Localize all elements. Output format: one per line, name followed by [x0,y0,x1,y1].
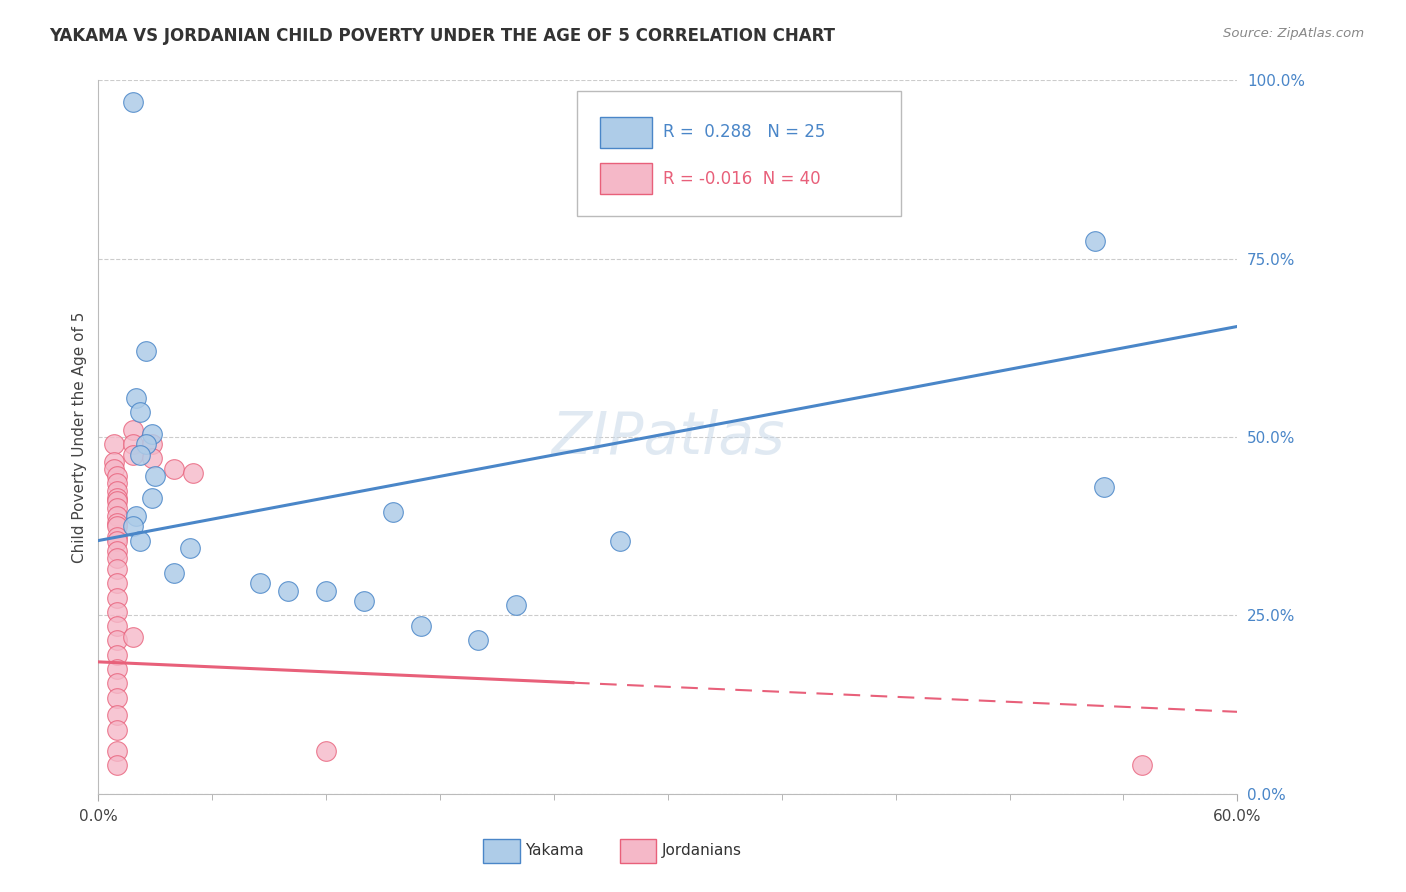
Point [107,476,129,491]
Point [107,676,129,690]
Text: YAKAMA VS JORDANIAN CHILD POVERTY UNDER THE AGE OF 5 CORRELATION CHART: YAKAMA VS JORDANIAN CHILD POVERTY UNDER … [49,27,835,45]
Point [107,544,129,558]
Point [121,95,143,109]
Point [121,437,143,451]
Point [107,662,129,676]
Text: R = -0.016  N = 40: R = -0.016 N = 40 [664,169,821,187]
Text: ZIPatlas: ZIPatlas [551,409,785,466]
Point [107,501,129,516]
Point [107,619,129,633]
Point [1094,480,1116,494]
Point [107,530,129,544]
Point [107,494,129,508]
Point [1084,234,1107,248]
Text: Yakama: Yakama [526,844,585,858]
Point [107,516,129,530]
Point [163,462,186,476]
Point [107,533,129,548]
Point [121,423,143,437]
Point [315,583,337,598]
Point [179,541,201,555]
Point [125,508,148,523]
Point [467,633,489,648]
Y-axis label: Child Poverty Under the Age of 5: Child Poverty Under the Age of 5 [72,311,87,563]
Point [107,508,129,523]
Point [121,448,143,462]
Point [125,391,148,405]
Point [277,583,299,598]
Point [135,344,157,359]
Point [107,605,129,619]
Point [141,437,163,451]
Point [103,455,125,469]
Text: Jordanians: Jordanians [662,844,742,858]
Point [1132,758,1154,772]
Point [141,426,163,441]
FancyBboxPatch shape [484,838,520,863]
Point [129,448,152,462]
Point [107,690,129,705]
Point [103,437,125,451]
Point [121,519,143,533]
Point [107,708,129,723]
Point [505,598,527,612]
Point [411,619,433,633]
FancyBboxPatch shape [620,838,657,863]
Point [107,483,129,498]
Point [107,744,129,758]
Point [141,491,163,505]
FancyBboxPatch shape [599,163,652,194]
Text: Source: ZipAtlas.com: Source: ZipAtlas.com [1223,27,1364,40]
Point [107,562,129,576]
Point [107,469,129,483]
Point [315,744,337,758]
Point [107,723,129,737]
Point [107,758,129,772]
Point [353,594,375,608]
Point [107,633,129,648]
Point [381,505,404,519]
Point [135,437,157,451]
Point [129,533,152,548]
FancyBboxPatch shape [599,117,652,148]
Point [107,491,129,505]
Point [121,630,143,644]
Point [609,533,631,548]
Point [183,466,205,480]
Text: R =  0.288   N = 25: R = 0.288 N = 25 [664,123,825,141]
Point [107,519,129,533]
Point [107,551,129,566]
Point [141,451,163,466]
Point [129,405,152,419]
Point [103,462,125,476]
Point [163,566,186,580]
Point [107,648,129,662]
FancyBboxPatch shape [576,91,901,216]
Point [249,576,271,591]
Point [107,576,129,591]
Point [145,469,167,483]
Point [107,591,129,605]
